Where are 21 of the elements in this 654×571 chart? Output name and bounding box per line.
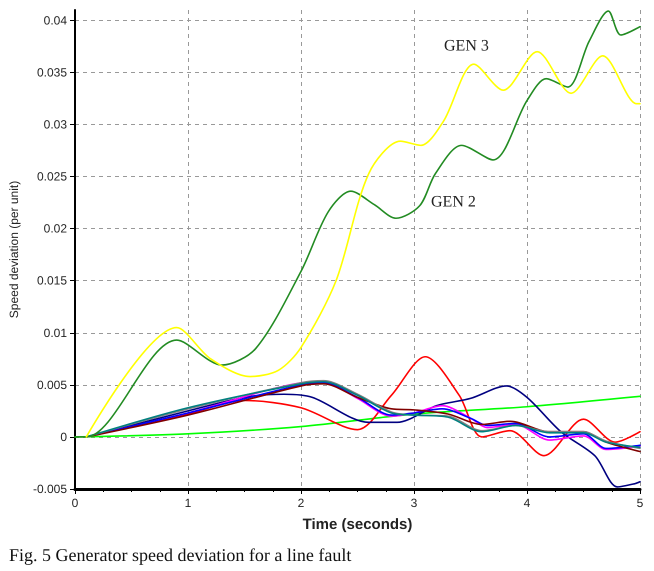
x-tick-label: 2 [298, 496, 305, 510]
y-tick-label: 0.04 [44, 13, 68, 28]
y-tick-label: 0.03 [44, 118, 68, 132]
annotation: GEN 2 [431, 194, 476, 210]
y-tick-label: 0.01 [44, 326, 68, 340]
y-tick-label: 0.005 [36, 378, 68, 392]
x-tick-label: 5 [636, 496, 644, 510]
caption: Fig. 5 Generator speed deviation for a line fault [9, 545, 352, 565]
y-tick-label: 0 [60, 430, 68, 444]
y-tick-label: 0.02 [44, 222, 68, 236]
x-tick-label: 1 [184, 496, 192, 510]
y-tick-label: 0.025 [36, 170, 68, 184]
x-tick-label: 4 [524, 496, 531, 510]
x-tick-label: 3 [410, 496, 418, 510]
y-tick-label: -0.005 [32, 482, 68, 496]
y-tick-label: 0.035 [36, 65, 68, 80]
x-tick-label: 0 [72, 496, 79, 510]
x-axis-title: Time (seconds) [302, 516, 412, 533]
y-tick-label: 0.015 [36, 274, 68, 288]
y-axis-title: Speed deviation (per unit) [7, 180, 21, 318]
annotation: GEN 3 [444, 38, 489, 54]
